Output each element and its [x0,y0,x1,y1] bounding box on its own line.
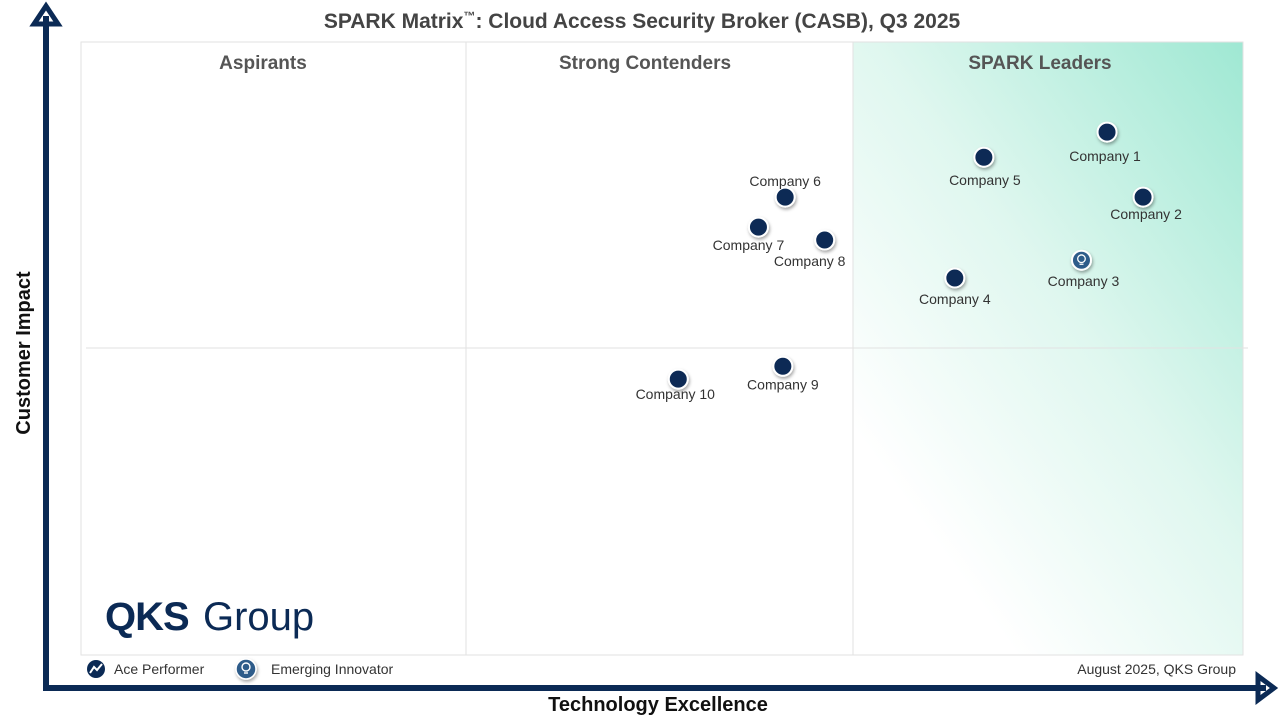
data-point: Company 6 [749,173,821,208]
data-point-label: Company 8 [774,253,846,269]
data-point: Company 9 [747,355,819,392]
quadrant-label-strong-contenders: Strong Contenders [559,53,731,74]
svg-text:QKS: QKS [105,595,189,639]
svg-text:Ace Performer: Ace Performer [114,661,205,677]
lightbulb-icon [1077,254,1086,264]
data-point: Company 4 [919,267,991,307]
data-point: Company 2 [1110,186,1182,222]
data-point: Company 8 [774,229,846,269]
ace-performer-marker [747,216,769,238]
ace-performer-marker [1132,186,1154,208]
svg-text:Group: Group [203,595,314,639]
data-point: Company 3 [1048,249,1120,289]
ace-performer-marker [774,186,796,208]
data-point-label: Company 3 [1048,273,1120,289]
data-point: Company 5 [949,146,1021,188]
data-point-label: Company 6 [749,173,821,189]
svg-text:Emerging Innovator: Emerging Innovator [271,661,394,677]
data-point-label: Company 10 [636,386,716,402]
qks-group-logo: QKS Group [105,595,314,639]
ace-performer-marker [1096,121,1118,143]
data-point-label: Company 7 [713,237,785,253]
legend-ace-performer: Ace Performer [87,660,205,678]
source-note: August 2025, QKS Group [1077,661,1236,677]
emerging-innovator-marker [1070,249,1092,271]
quadrant-label-spark-leaders: SPARK Leaders [968,53,1111,74]
data-point-label: Company 4 [919,291,991,307]
ace-performer-marker [667,368,689,390]
lightbulb-icon [235,658,257,680]
x-axis-arrow [1255,671,1279,705]
quadrant-label-aspirants: Aspirants [219,53,307,74]
data-point: Company 10 [636,368,716,402]
ace-performer-marker [973,146,995,168]
y-axis-arrow [29,1,63,27]
data-point-label: Company 2 [1110,206,1182,222]
ace-performer-marker [944,267,966,289]
ace-performer-marker [772,355,794,377]
legend-emerging-innovator: Emerging Innovator [235,658,394,680]
data-points: Company 1 Company 2 Company 3 Company 4 Comp… [636,121,1182,402]
y-axis-label: Customer Impact [13,271,35,435]
chart-title: SPARK Matrix™: Cloud Access Security Bro… [324,9,961,33]
data-point-label: Company 1 [1069,148,1141,164]
data-point-label: Company 5 [949,172,1021,188]
x-axis-label: Technology Excellence [548,694,768,716]
ace-performer-marker [814,229,836,251]
data-point: Company 1 [1069,121,1141,164]
data-point: Company 7 [713,216,785,253]
data-point-label: Company 9 [747,376,819,392]
